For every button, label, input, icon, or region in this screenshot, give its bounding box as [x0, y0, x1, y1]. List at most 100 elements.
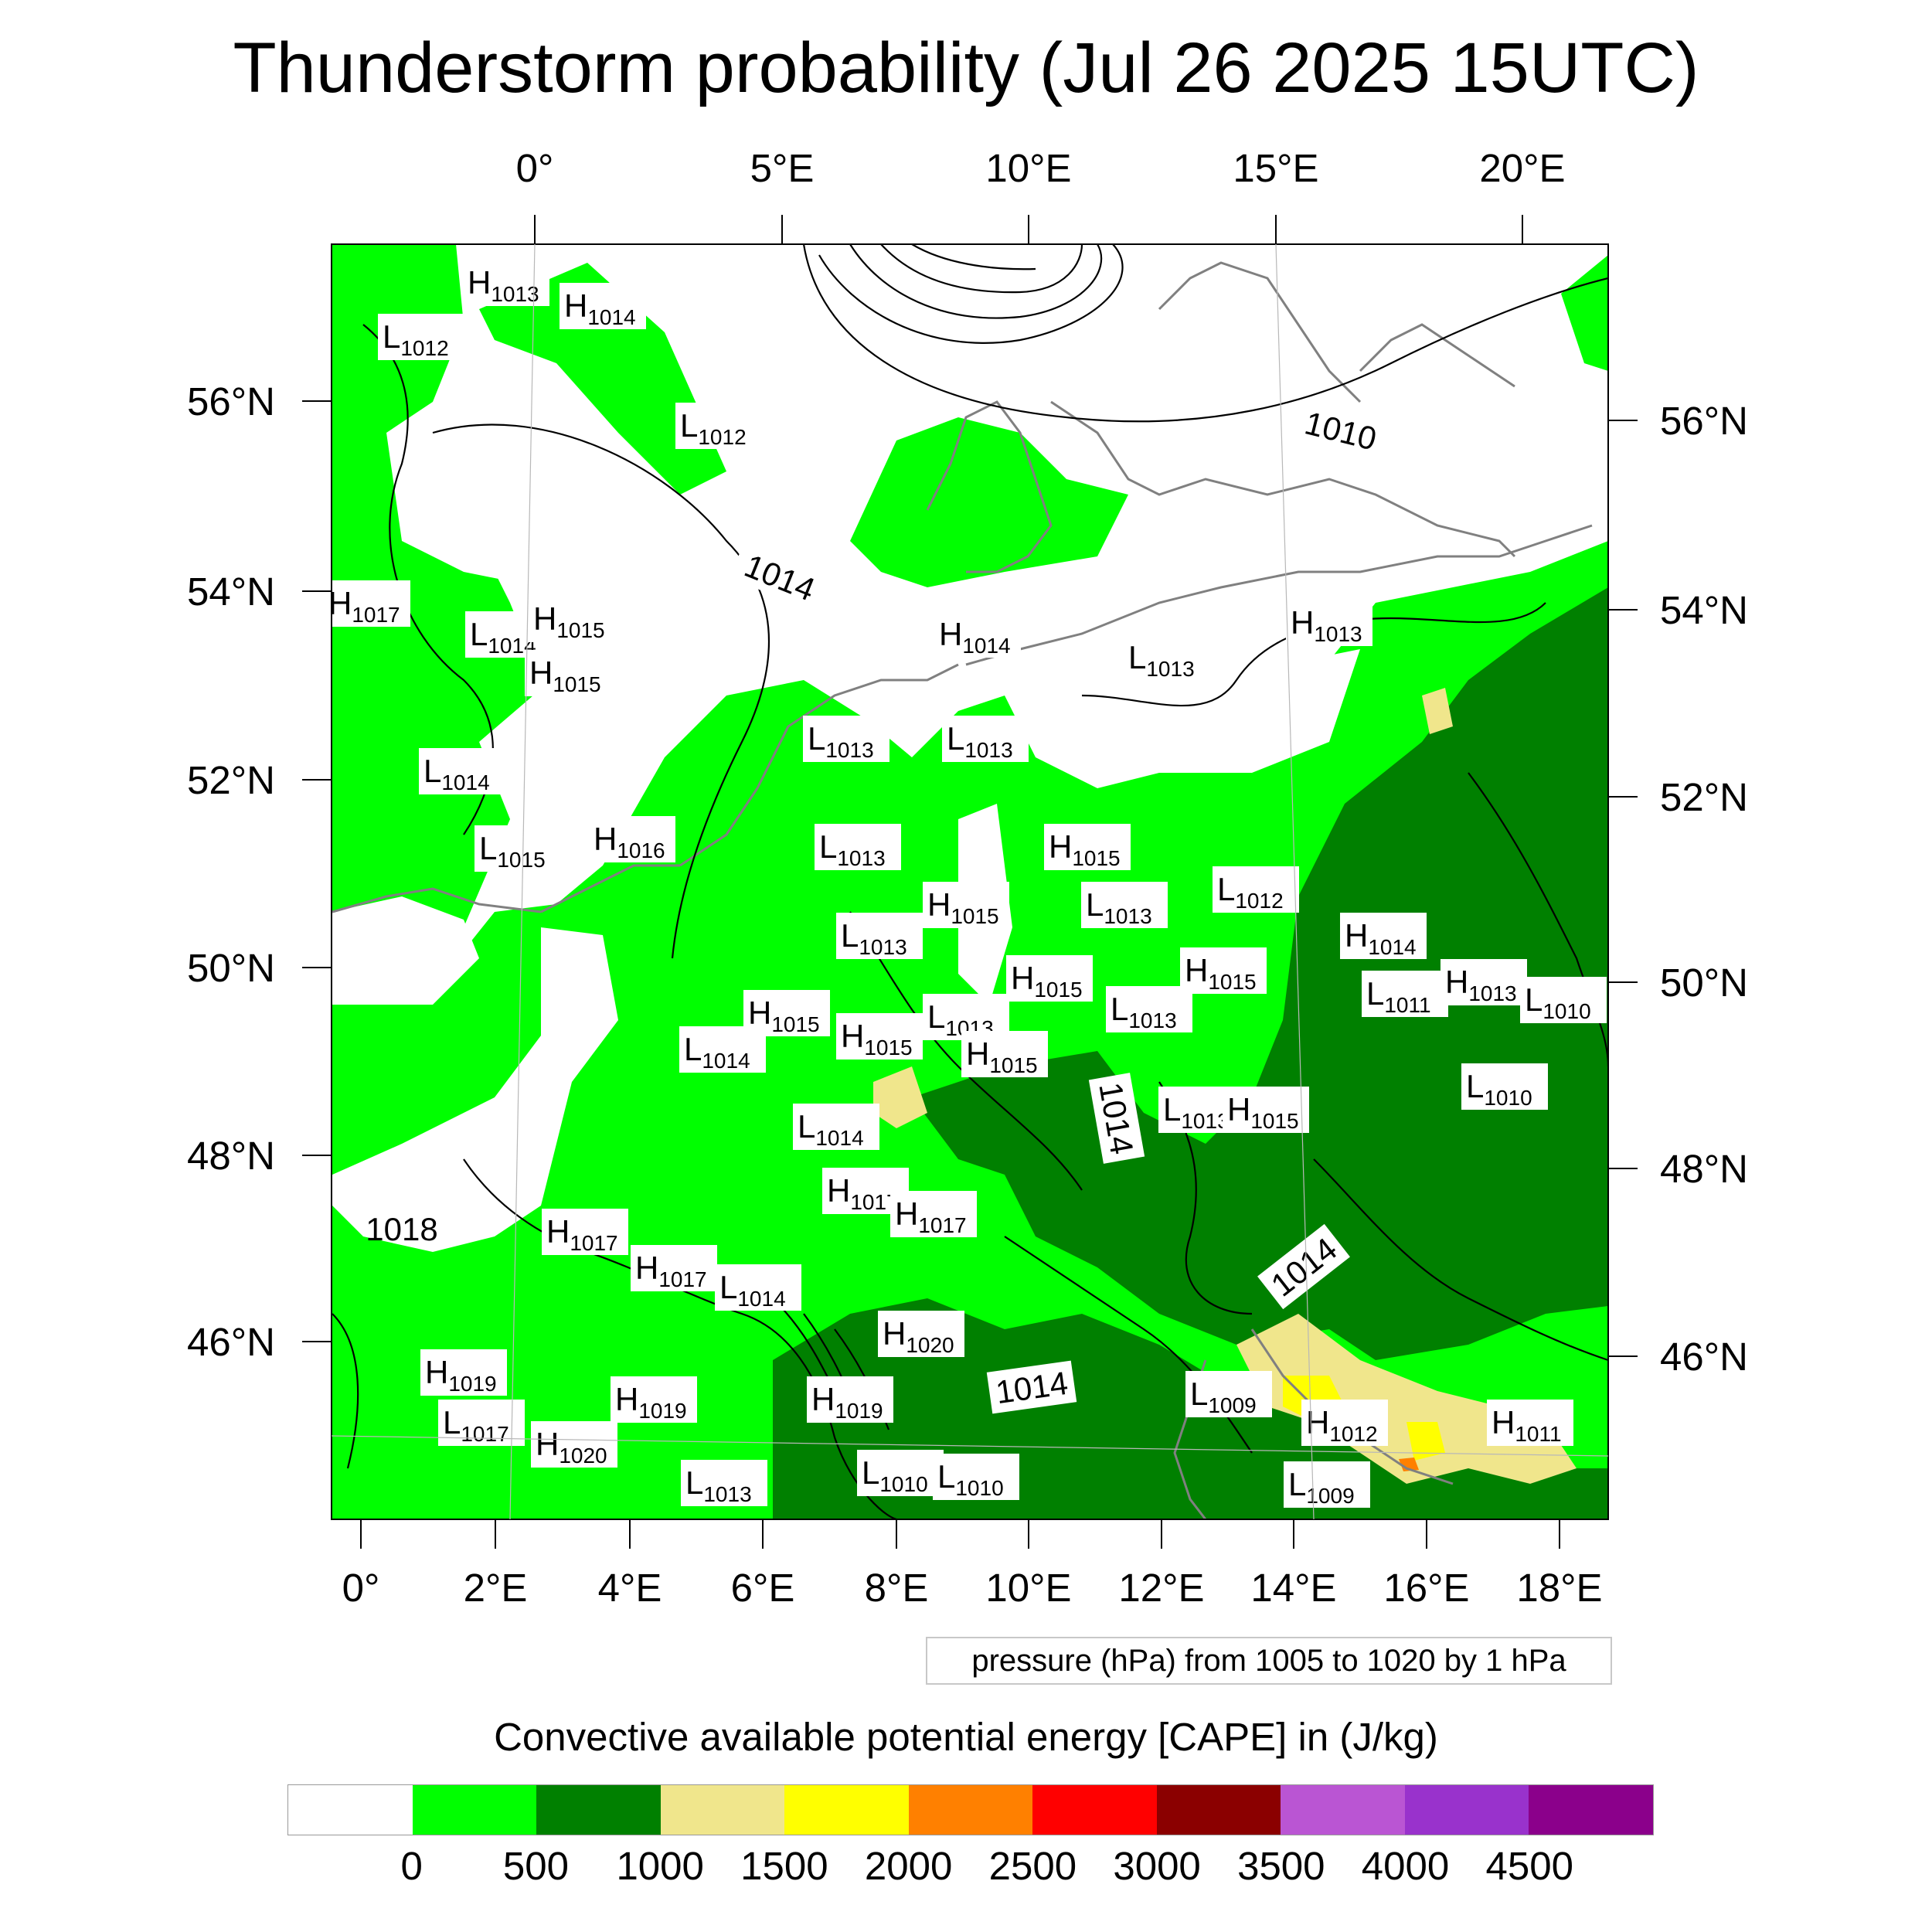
bottom-lon-label: 4°E [598, 1566, 662, 1610]
colorbar [287, 1784, 1654, 1835]
colorbar-segment [1404, 1785, 1529, 1835]
bottom-lon-label: 16°E [1383, 1566, 1469, 1610]
low-pressure-center: L1009 [1284, 1461, 1370, 1508]
bottom-lon-label: 18°E [1516, 1566, 1602, 1610]
svg-text:L1013: L1013 [819, 828, 886, 870]
right-lat-label: 50°N [1660, 961, 1748, 1005]
colorbar-tick-label: 2000 [864, 1844, 953, 1888]
bottom-lon-label: 0° [342, 1566, 380, 1610]
right-ticks [1608, 420, 1638, 1357]
bottom-lon-label: 14°E [1250, 1566, 1336, 1610]
svg-text:L1012: L1012 [680, 407, 747, 449]
colorbar-tick-label: 1500 [740, 1844, 828, 1888]
top-ticks [534, 215, 1523, 244]
cape-area-northeast [1561, 255, 1608, 371]
low-pressure-center: L1012 [675, 403, 762, 449]
high-pressure-center: H1017 [631, 1245, 717, 1291]
low-pressure-center: L1013 [803, 716, 889, 762]
low-pressure-center: L1010 [933, 1454, 1019, 1500]
svg-text:H1014: H1014 [564, 287, 636, 329]
high-pressure-center: H1014 [934, 611, 1021, 658]
high-pressure-center: H1015 [743, 990, 830, 1036]
high-pressure-center: H1013 [1440, 959, 1527, 1005]
svg-text:L1010: L1010 [937, 1458, 1004, 1500]
cape-hole-france [332, 927, 618, 1252]
bottom-lon-label: 8°E [865, 1566, 929, 1610]
left-lat-label: 56°N [187, 379, 275, 423]
left-lat-label: 54°N [187, 570, 275, 614]
high-pressure-center: H1019 [420, 1349, 507, 1396]
low-pressure-center: L1010 [857, 1450, 944, 1496]
low-pressure-center: L1011 [1362, 971, 1448, 1017]
cape-area-west [332, 244, 541, 1005]
svg-text:L1014: L1014 [719, 1269, 786, 1311]
cape-hole-poland [1005, 649, 1360, 788]
colorbar-segment [908, 1785, 1033, 1835]
pressure-centers: H1013 H1014L1012L1012H1017L1014H1015H1015… [332, 260, 1607, 1508]
cape-area-yellow-2 [1406, 1422, 1445, 1461]
low-pressure-center: L1010 [1520, 977, 1607, 1023]
left-lat-label: 52°N [187, 758, 275, 802]
top-lon-label: 10°E [985, 146, 1071, 190]
colorbar-tick-label: 3500 [1237, 1844, 1325, 1888]
bottom-lon-label: 10°E [985, 1566, 1071, 1610]
top-lon-label: 5°E [750, 146, 815, 190]
colorbar-segment [1529, 1785, 1654, 1835]
high-pressure-center: H1015 [529, 596, 615, 642]
low-pressure-center: L1013 [815, 824, 901, 870]
right-lat-label: 52°N [1660, 775, 1748, 819]
low-pressure-center: L1013 [836, 913, 923, 959]
low-pressure-center: L1014 [715, 1264, 801, 1311]
colorbar-tick-label: 0 [400, 1844, 423, 1888]
colorbar-title: Convective available potential energy [C… [494, 1715, 1438, 1759]
right-lat-label: 48°N [1660, 1147, 1748, 1191]
colorbar-segment [536, 1785, 661, 1835]
high-pressure-center: H1015 [525, 650, 611, 696]
low-pressure-center: L1013 [942, 716, 1029, 762]
bottom-lon-label: 2°E [464, 1566, 528, 1610]
low-pressure-center: L1013 [1106, 986, 1192, 1032]
low-pressure-center: L1010 [1461, 1063, 1548, 1110]
colorbar-tick-label: 4500 [1485, 1844, 1573, 1888]
high-pressure-center: H1012 [1301, 1400, 1388, 1446]
high-pressure-center: H1013 [1286, 600, 1372, 646]
cape-hole-channel [332, 896, 479, 1005]
low-pressure-center: L1009 [1185, 1371, 1272, 1417]
high-pressure-center: H1015 [923, 882, 1009, 928]
cape-area-nsea [479, 263, 726, 495]
bottom-lon-label: 6°E [731, 1566, 795, 1610]
colorbar-segment [288, 1785, 413, 1835]
low-pressure-center: L1014 [679, 1026, 766, 1073]
high-pressure-center: H1015 [1180, 947, 1267, 994]
high-pressure-center: H1015 [836, 1013, 923, 1060]
right-lat-label: 56°N [1660, 399, 1748, 443]
colorbar-segment [1281, 1785, 1405, 1835]
high-pressure-center: H1015 [1044, 824, 1131, 870]
high-pressure-center: H1014 [1340, 913, 1427, 959]
low-pressure-center: L1013 [681, 1460, 767, 1506]
right-lat-label: 46°N [1660, 1335, 1748, 1379]
low-pressure-center: L1015 [474, 825, 561, 872]
high-pressure-center: H1013 [463, 260, 549, 306]
colorbar-tick-label: 4000 [1361, 1844, 1450, 1888]
left-lat-label: 46°N [187, 1320, 275, 1364]
colorbar-segment [1032, 1785, 1157, 1835]
colorbar-segment [1156, 1785, 1281, 1835]
left-lat-label: 50°N [187, 946, 275, 990]
cape-area-khaki-3 [1422, 688, 1453, 734]
right-lat-label: 54°N [1660, 588, 1748, 632]
top-lon-label: 0° [516, 146, 554, 190]
colorbar-tick-label: 500 [502, 1844, 569, 1888]
cape-area-denmark [850, 417, 1128, 587]
high-pressure-center: H1019 [807, 1376, 893, 1423]
top-lon-label: 15°E [1233, 146, 1318, 190]
high-pressure-center: H1017 [890, 1191, 977, 1237]
graticule [331, 243, 1609, 1520]
left-ticks [302, 400, 332, 1342]
left-lat-label: 48°N [187, 1134, 275, 1178]
isobar-labels: 1014 1010 1018 1014 1014 1014 [366, 400, 1387, 1414]
cape-area-darkgreen [912, 587, 1608, 1360]
high-pressure-center: H1015 [961, 1031, 1048, 1077]
cape-area-orange [1399, 1458, 1419, 1471]
